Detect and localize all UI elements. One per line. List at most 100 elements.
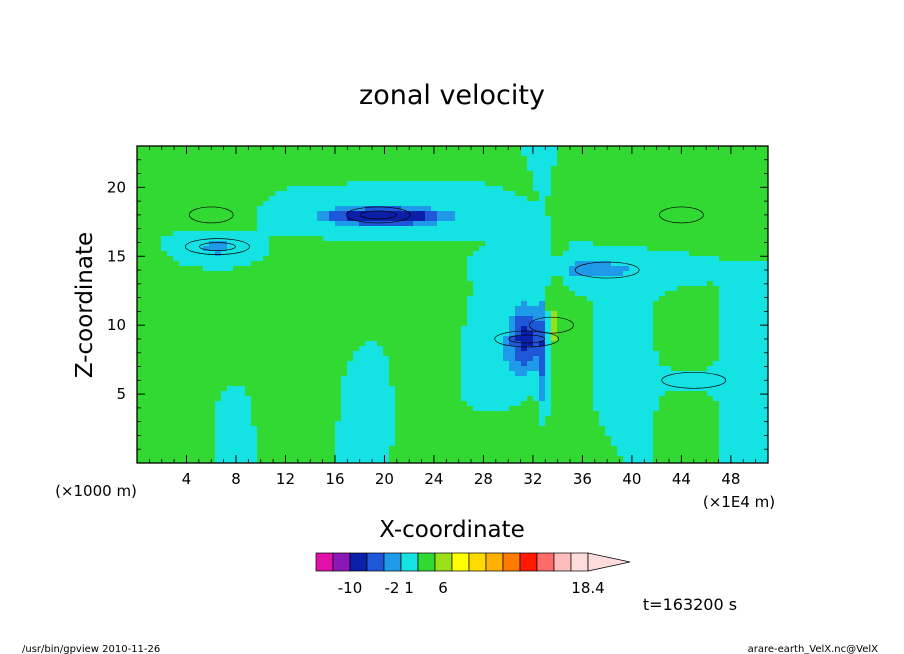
heatmap-cell xyxy=(563,306,570,312)
heatmap-cell xyxy=(629,221,636,227)
heatmap-cell xyxy=(677,306,684,312)
heatmap-cell xyxy=(563,311,570,317)
heatmap-cell xyxy=(485,151,492,157)
heatmap-cell xyxy=(677,211,684,217)
heatmap-cell xyxy=(581,146,588,152)
heatmap-cell xyxy=(575,196,582,202)
heatmap-cell xyxy=(251,206,258,212)
heatmap-cell xyxy=(671,321,678,327)
heatmap-cell xyxy=(665,271,672,277)
heatmap-cell xyxy=(737,371,744,377)
heatmap-cell xyxy=(545,176,552,182)
heatmap-cell xyxy=(407,221,414,227)
heatmap-cell xyxy=(239,321,246,327)
heatmap-cell xyxy=(557,346,564,352)
heatmap-cell xyxy=(287,171,294,177)
heatmap-cell xyxy=(449,231,456,237)
heatmap-cell xyxy=(167,306,174,312)
heatmap-cell xyxy=(491,181,498,187)
heatmap-cell xyxy=(299,351,306,357)
heatmap-cell xyxy=(395,181,402,187)
heatmap-cell xyxy=(527,331,534,337)
heatmap-cell xyxy=(143,216,150,222)
heatmap-cell xyxy=(749,206,756,212)
heatmap-cell xyxy=(647,351,654,357)
heatmap-cell xyxy=(287,186,294,192)
heatmap-cell xyxy=(371,166,378,172)
heatmap-cell xyxy=(653,316,660,322)
heatmap-cell xyxy=(431,181,438,187)
heatmap-cell xyxy=(557,306,564,312)
heatmap-cell xyxy=(383,291,390,297)
heatmap-cell xyxy=(551,361,558,367)
heatmap-cell xyxy=(401,366,408,372)
heatmap-cell xyxy=(527,231,534,237)
heatmap-cell xyxy=(137,186,144,192)
heatmap-cell xyxy=(503,376,510,382)
heatmap-cell xyxy=(701,256,708,262)
heatmap-cell xyxy=(293,316,300,322)
heatmap-cell xyxy=(761,191,768,197)
heatmap-cell xyxy=(527,201,534,207)
heatmap-cell xyxy=(305,281,312,287)
heatmap-cell xyxy=(257,316,264,322)
heatmap-cell xyxy=(203,156,210,162)
heatmap-cell xyxy=(479,146,486,152)
heatmap-cell xyxy=(629,271,636,277)
heatmap-cell xyxy=(317,161,324,167)
heatmap-cell xyxy=(653,166,660,172)
heatmap-cell xyxy=(671,156,678,162)
heatmap-cell xyxy=(185,281,192,287)
heatmap-cell xyxy=(137,156,144,162)
heatmap-cell xyxy=(185,171,192,177)
heatmap-cell xyxy=(587,161,594,167)
heatmap-cell xyxy=(449,256,456,262)
heatmap-cell xyxy=(587,341,594,347)
heatmap-cell xyxy=(671,331,678,337)
heatmap-cell xyxy=(521,176,528,182)
heatmap-cell xyxy=(743,231,750,237)
heatmap-cell xyxy=(629,211,636,217)
heatmap-cell xyxy=(575,191,582,197)
heatmap-cell xyxy=(443,286,450,292)
heatmap-cell xyxy=(155,286,162,292)
heatmap-cell xyxy=(653,326,660,332)
heatmap-cell xyxy=(149,376,156,382)
heatmap-cell xyxy=(611,166,618,172)
heatmap-cell xyxy=(197,376,204,382)
heatmap-cell xyxy=(701,246,708,252)
heatmap-cell xyxy=(587,206,594,212)
heatmap-cell xyxy=(251,246,258,252)
heatmap-cell xyxy=(719,246,726,252)
heatmap-cell xyxy=(251,356,258,362)
heatmap-cell xyxy=(743,211,750,217)
heatmap-cell xyxy=(521,306,528,312)
heatmap-cell xyxy=(173,316,180,322)
heatmap-cell xyxy=(599,211,606,217)
heatmap-cell xyxy=(377,286,384,292)
heatmap-cell xyxy=(671,191,678,197)
heatmap-cell xyxy=(233,196,240,202)
heatmap-cell xyxy=(563,291,570,297)
heatmap-cell xyxy=(383,151,390,157)
heatmap-cell xyxy=(695,151,702,157)
heatmap-cell xyxy=(701,281,708,287)
heatmap-cell xyxy=(239,166,246,172)
heatmap-cell xyxy=(317,211,324,217)
heatmap-cell xyxy=(323,371,330,377)
heatmap-cell xyxy=(335,181,342,187)
heatmap-cell xyxy=(437,301,444,307)
heatmap-cell xyxy=(677,216,684,222)
heatmap-cell xyxy=(287,246,294,252)
heatmap-cell xyxy=(299,261,306,267)
heatmap-cell xyxy=(185,266,192,272)
heatmap-cell xyxy=(533,281,540,287)
heatmap-cell xyxy=(377,241,384,247)
heatmap-cell xyxy=(551,276,558,282)
heatmap-cell xyxy=(275,361,282,367)
heatmap-cell xyxy=(689,166,696,172)
heatmap-cell xyxy=(551,231,558,237)
heatmap-cell xyxy=(263,366,270,372)
heatmap-cell xyxy=(533,186,540,192)
heatmap-cell xyxy=(437,266,444,272)
